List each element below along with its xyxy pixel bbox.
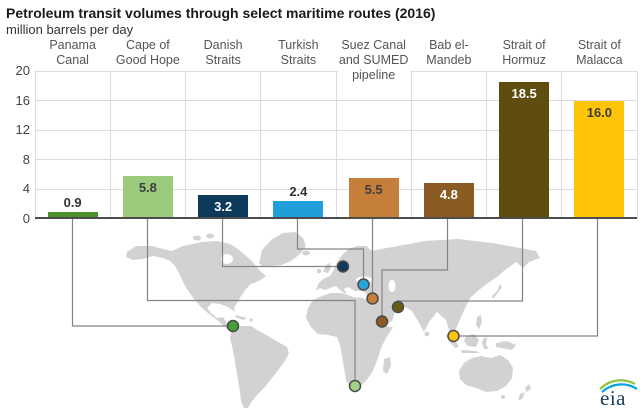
y-axis-tick-label: 4 — [22, 181, 30, 196]
y-axis-tick-label: 12 — [15, 122, 30, 137]
gridline-vertical — [260, 71, 262, 219]
value-label-suez-canal-and-sumed-pipeline: 5.5 — [364, 181, 383, 197]
column-header-panama-canal: Panama Canal — [36, 38, 109, 68]
y-axis-tick-label: 8 — [22, 151, 30, 167]
value-label-bab-el-mandeb: 4.8 — [439, 187, 458, 203]
eia-swoosh-blue-icon — [601, 383, 638, 393]
bar-suez-canal-and-sumed-pipeline — [348, 177, 399, 219]
gridline-vertical — [636, 71, 638, 219]
bar-bab-el-mandeb — [423, 183, 474, 219]
eia-logo-text: eia — [600, 386, 626, 410]
eia-logo: eia — [592, 378, 640, 412]
column-header-strait-of-hormuz: Strait of Hormuz — [488, 38, 561, 68]
column-header-turkish-straits: Turkish Straits — [262, 38, 335, 68]
y-axis-tick-label: 20 — [15, 63, 30, 78]
gridline-vertical — [185, 71, 186, 219]
x-axis-line — [35, 217, 637, 219]
bar-strait-of-malacca — [574, 100, 625, 219]
bar-danish-straits — [198, 194, 249, 219]
eia-swoosh-green-icon — [599, 379, 636, 390]
gridline-vertical — [109, 71, 111, 219]
gridline-vertical — [34, 71, 36, 219]
bar-cape-of-good-hope — [122, 175, 173, 219]
value-label-cape-of-good-hope: 5.8 — [138, 179, 157, 195]
gridline-vertical — [410, 71, 412, 219]
value-label-panama-canal: 0.9 — [63, 194, 82, 210]
chart-title: Petroleum transit volumes through select… — [6, 5, 436, 21]
value-label-turkish-straits: 2.4 — [289, 183, 308, 199]
gridline-vertical — [486, 71, 487, 219]
column-header-danish-straits: Danish Straits — [187, 38, 260, 68]
bar-turkish-straits — [273, 200, 324, 219]
y-axis-tick-label: 16 — [15, 92, 30, 108]
value-label-strait-of-hormuz: 18.5 — [511, 86, 537, 102]
value-label-danish-straits: 3.2 — [214, 198, 233, 214]
value-label-strait-of-malacca: 16.0 — [586, 104, 613, 120]
chart-subtitle: million barrels per day — [6, 22, 134, 37]
bar-panama-canal — [47, 211, 98, 219]
y-axis-tick-label: 0 — [22, 210, 30, 226]
column-header-suez-canal-and-sumed-pipeline: Suez Canal and SUMED pipeline — [337, 38, 410, 83]
bar-strait-of-hormuz — [499, 82, 550, 219]
column-header-bab-el-mandeb: Bab el-Mandeb — [412, 38, 485, 68]
gridline-vertical — [561, 71, 563, 219]
column-header-strait-of-malacca: Strait of Malacca — [563, 38, 636, 68]
column-header-cape-of-good-hope: Cape of Good Hope — [111, 38, 184, 68]
gridline-vertical — [335, 71, 337, 219]
